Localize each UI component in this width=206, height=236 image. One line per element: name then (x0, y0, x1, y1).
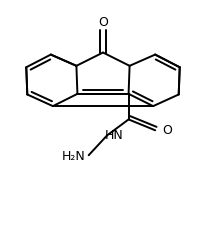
Text: O: O (98, 16, 108, 29)
Text: H₂N: H₂N (62, 150, 86, 163)
Text: O: O (162, 124, 172, 137)
Text: HN: HN (105, 129, 124, 142)
